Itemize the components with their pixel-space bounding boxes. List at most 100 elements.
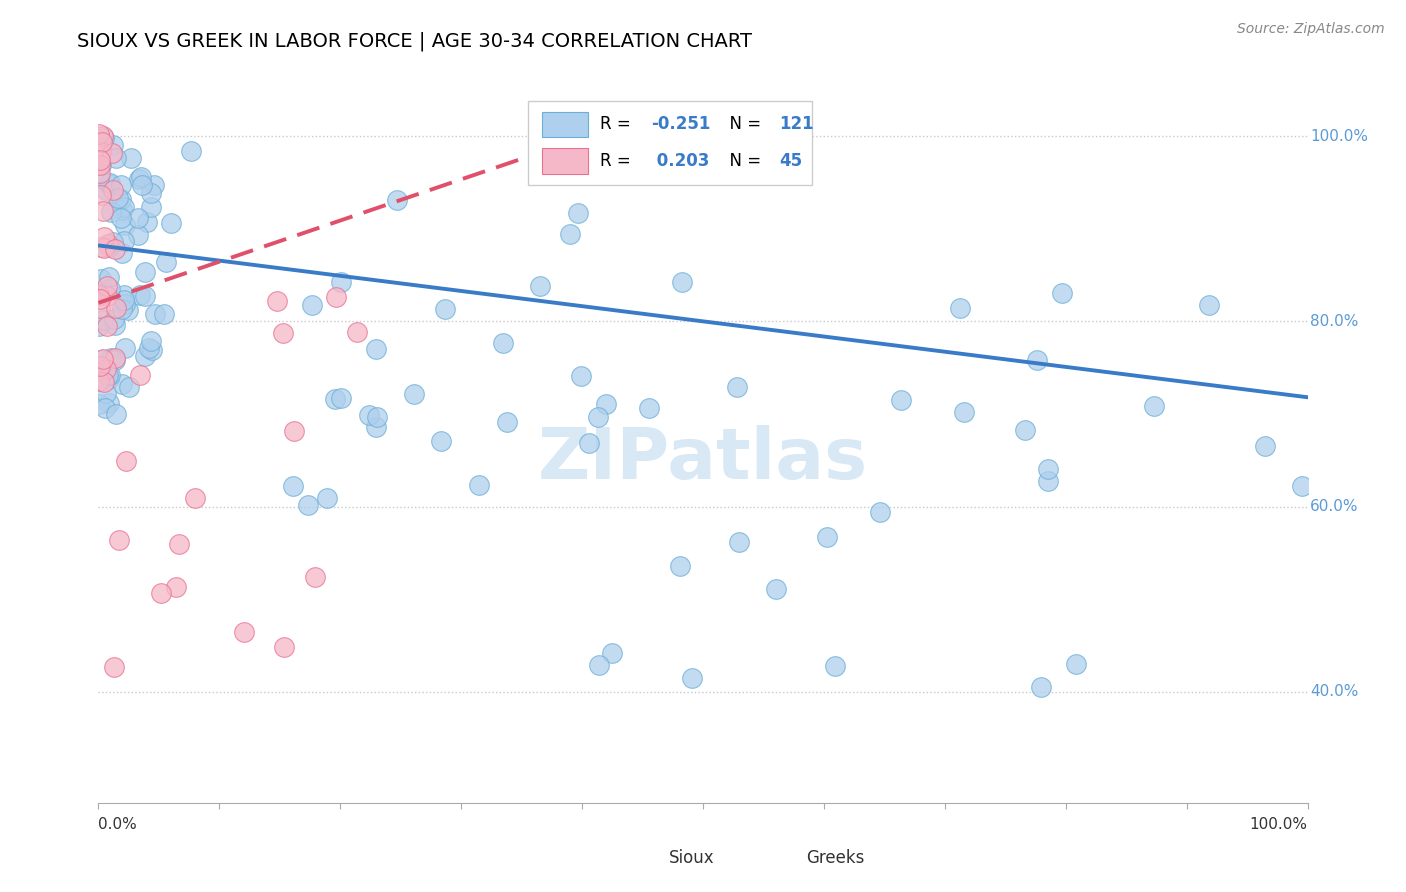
Point xyxy=(98,368,121,383)
Point xyxy=(89,153,111,167)
Point xyxy=(600,646,623,660)
Bar xyxy=(543,148,588,174)
Point xyxy=(139,334,162,348)
Point xyxy=(107,191,129,205)
Point xyxy=(948,301,970,316)
Point xyxy=(111,245,134,260)
Point xyxy=(90,240,112,254)
Point xyxy=(97,237,120,252)
Point xyxy=(87,127,110,141)
Point xyxy=(90,271,112,285)
Text: ZIPatlas: ZIPatlas xyxy=(538,425,868,493)
Point xyxy=(111,301,134,316)
Point xyxy=(127,211,149,226)
Point xyxy=(97,368,120,382)
Point xyxy=(180,144,202,158)
Point xyxy=(1036,461,1059,475)
Text: 80.0%: 80.0% xyxy=(1310,314,1358,329)
Point xyxy=(91,128,114,143)
Point xyxy=(869,504,891,518)
Point xyxy=(304,570,326,584)
Point xyxy=(637,401,659,415)
Point xyxy=(1025,353,1047,368)
Point xyxy=(1253,439,1275,453)
Point xyxy=(100,351,122,365)
Text: 40.0%: 40.0% xyxy=(1310,684,1358,699)
Point xyxy=(283,424,305,438)
Point xyxy=(104,407,127,421)
Point xyxy=(271,326,294,340)
Point xyxy=(681,671,703,685)
Point xyxy=(429,434,451,449)
Point xyxy=(98,396,121,410)
Point xyxy=(128,172,150,186)
Text: Greeks: Greeks xyxy=(806,848,865,867)
Text: 60.0%: 60.0% xyxy=(1310,499,1358,514)
Point xyxy=(529,279,551,293)
Text: 0.0%: 0.0% xyxy=(98,817,138,831)
Point xyxy=(155,254,177,268)
Point xyxy=(357,408,380,422)
Point xyxy=(329,391,352,405)
Point xyxy=(96,318,118,333)
Point xyxy=(139,200,162,214)
Point xyxy=(131,178,153,192)
Point xyxy=(669,559,692,574)
Point xyxy=(727,535,749,549)
Point xyxy=(104,242,127,256)
Point xyxy=(87,170,110,185)
Point xyxy=(127,227,149,242)
Point xyxy=(91,351,114,366)
Point xyxy=(283,479,305,493)
Point xyxy=(93,375,115,389)
Point xyxy=(346,325,368,339)
Point xyxy=(578,435,600,450)
Point xyxy=(98,176,121,190)
Point xyxy=(110,211,132,225)
Point xyxy=(815,530,838,544)
Point xyxy=(93,401,115,416)
Text: Sioux: Sioux xyxy=(669,848,714,867)
Point xyxy=(143,307,166,321)
Point xyxy=(111,202,134,217)
Point xyxy=(91,285,114,299)
Point xyxy=(595,397,617,411)
Point xyxy=(953,405,976,419)
Point xyxy=(183,491,205,505)
Point xyxy=(96,289,118,303)
Point xyxy=(89,359,111,373)
Point xyxy=(89,158,111,172)
Text: 121: 121 xyxy=(779,115,814,134)
Point xyxy=(114,297,136,311)
Point xyxy=(89,166,111,180)
Point xyxy=(364,342,387,356)
Point xyxy=(104,151,127,165)
Point xyxy=(115,454,138,468)
Point xyxy=(103,235,125,250)
Point xyxy=(87,287,110,301)
Point xyxy=(129,368,152,382)
Point xyxy=(89,292,111,306)
Point xyxy=(165,580,187,594)
Point xyxy=(329,275,352,289)
Point xyxy=(90,188,112,202)
Point xyxy=(114,342,136,356)
Point xyxy=(273,640,295,654)
Point xyxy=(104,318,127,332)
Text: 100.0%: 100.0% xyxy=(1250,817,1308,831)
Point xyxy=(110,178,132,193)
Point xyxy=(1036,475,1059,489)
Point xyxy=(266,293,288,308)
Point xyxy=(152,307,174,321)
Point xyxy=(560,227,582,241)
Point xyxy=(91,286,114,301)
Point xyxy=(90,136,112,150)
Text: R =: R = xyxy=(600,115,637,134)
Point xyxy=(496,415,519,429)
Bar xyxy=(613,845,658,871)
Point xyxy=(101,138,124,153)
Point xyxy=(93,241,115,255)
Point xyxy=(94,385,117,400)
Point xyxy=(100,282,122,296)
Point xyxy=(101,183,124,197)
